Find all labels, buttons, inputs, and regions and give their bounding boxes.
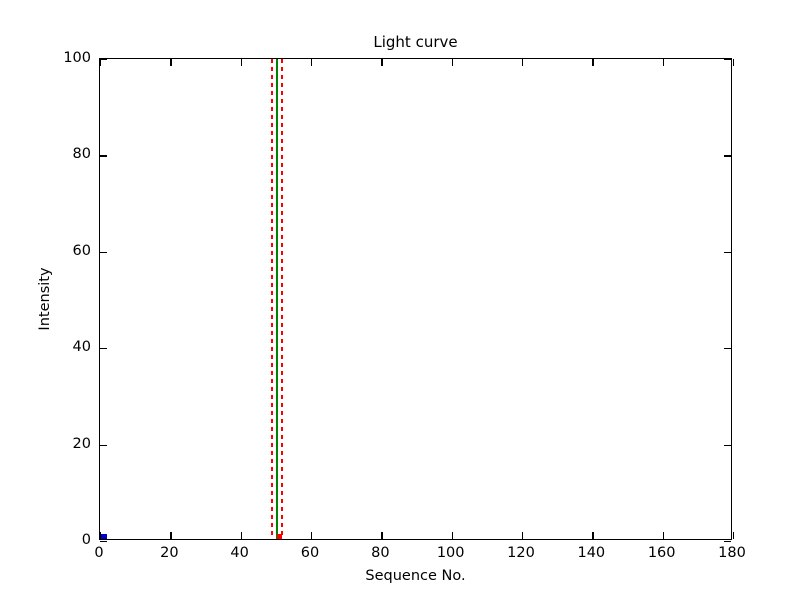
y-tick-label: 80: [72, 146, 91, 163]
x-tick-label: 0: [94, 545, 104, 561]
x-tick-mark: [240, 532, 242, 539]
x-tick-mark: [240, 59, 242, 66]
y-tick-mark: [100, 444, 107, 446]
x-tick-mark: [592, 532, 594, 539]
x-tick-mark: [733, 532, 735, 539]
x-tick-label: 160: [647, 545, 676, 561]
y-tick-label: 20: [72, 435, 91, 452]
x-tick-mark: [170, 59, 172, 66]
x-tick-mark: [100, 532, 102, 539]
y-tick-label: 40: [72, 339, 91, 356]
y-tick-mark: [100, 251, 107, 253]
chart-title: Light curve: [373, 33, 458, 51]
event-bound-upper-line: [281, 59, 284, 539]
x-tick-label: 120: [507, 545, 535, 561]
plot-area: [100, 59, 731, 539]
x-tick-mark: [662, 532, 664, 539]
y-tick-mark: [724, 348, 731, 350]
y-tick-mark: [100, 541, 107, 543]
x-tick-mark: [662, 59, 664, 66]
y-tick-label: 100: [63, 50, 91, 66]
x-tick-label: 20: [160, 545, 179, 561]
y-tick-mark: [100, 348, 107, 350]
y-tick-mark: [724, 251, 731, 253]
x-tick-mark: [170, 532, 172, 539]
start-marker-blue: [100, 534, 108, 539]
y-tick-mark: [100, 155, 107, 157]
x-tick-mark: [522, 59, 524, 66]
x-tick-label: 100: [436, 545, 465, 561]
x-tick-mark: [100, 59, 102, 66]
y-tick-mark: [724, 59, 731, 61]
y-tick-mark: [724, 541, 731, 543]
x-tick-label: 40: [230, 545, 249, 561]
event-marker-green-line: [275, 59, 278, 539]
y-tick-mark: [724, 155, 731, 157]
y-tick-label: 0: [81, 532, 91, 548]
y-tick-label: 60: [72, 242, 91, 259]
x-tick-label: 180: [718, 545, 746, 561]
y-axis-label: Intensity: [37, 267, 53, 331]
x-tick-mark: [592, 59, 594, 66]
plot-axes: [99, 58, 735, 543]
x-axis-label: Sequence No.: [365, 568, 466, 584]
x-tick-mark: [311, 59, 313, 66]
x-tick-label: 140: [577, 545, 606, 561]
x-tick-label: 60: [300, 545, 320, 561]
x-tick-mark: [381, 532, 383, 539]
x-tick-mark: [311, 532, 313, 539]
y-tick-mark: [724, 444, 731, 446]
peak-marker-red: [276, 534, 282, 539]
x-tick-label: 80: [371, 545, 390, 561]
x-tick-mark: [451, 532, 453, 539]
x-tick-mark: [451, 59, 453, 66]
y-tick-mark: [100, 59, 107, 61]
event-bound-lower-line: [270, 59, 273, 539]
x-tick-mark: [381, 59, 383, 66]
x-tick-mark: [522, 532, 524, 539]
x-tick-mark: [733, 59, 735, 66]
